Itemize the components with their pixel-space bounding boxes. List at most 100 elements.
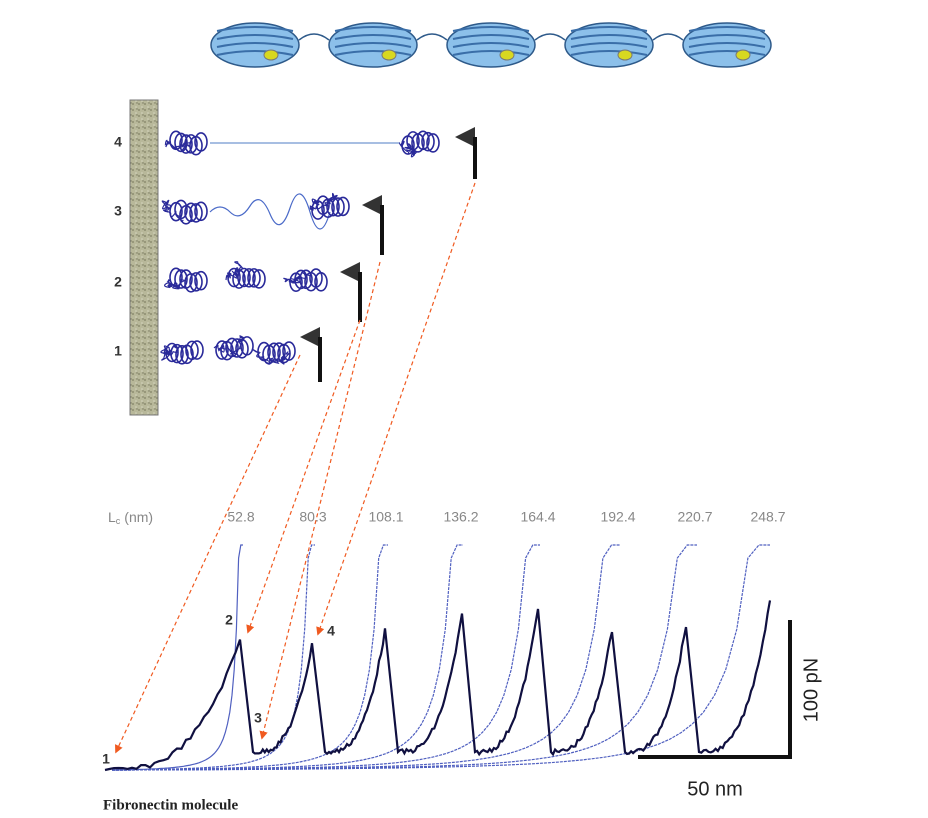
- linker: [416, 33, 448, 41]
- strand: [216, 26, 294, 32]
- lc-value: 192.4: [600, 509, 635, 525]
- module: [272, 342, 286, 362]
- strand: [216, 50, 294, 56]
- module: [184, 273, 198, 293]
- wlc-fit: [112, 544, 463, 771]
- module: [185, 340, 199, 361]
- module-loop: [399, 140, 417, 158]
- wlc-fit: [112, 544, 697, 771]
- module: [174, 132, 188, 153]
- module: [267, 342, 281, 363]
- state-label: 1: [114, 343, 122, 359]
- module: [169, 201, 183, 222]
- wlc-fit: [112, 544, 770, 771]
- module: [331, 197, 345, 217]
- module: [170, 343, 184, 364]
- strand: [334, 34, 412, 40]
- strand: [688, 50, 766, 56]
- module-loop: [164, 139, 192, 152]
- lc-value: 164.4: [520, 509, 555, 525]
- force-scale-label: 100 pN: [800, 658, 822, 723]
- module: [242, 268, 256, 288]
- module-loop: [225, 261, 243, 281]
- module-loop: [163, 279, 185, 290]
- module: [174, 269, 188, 289]
- module: [421, 131, 435, 152]
- wlc-fit: [112, 544, 620, 771]
- module: [252, 269, 266, 289]
- module: [175, 345, 189, 365]
- force-curve: [104, 182, 772, 772]
- module: [194, 270, 208, 291]
- module: [247, 268, 261, 288]
- module-loop: [160, 345, 179, 361]
- strand: [334, 42, 412, 48]
- module-loop: [251, 348, 290, 365]
- module: [225, 337, 239, 358]
- helix: [499, 49, 515, 61]
- module-loop: [283, 272, 310, 284]
- wlc-fit: [112, 544, 540, 771]
- module: [189, 203, 203, 223]
- module: [416, 130, 430, 151]
- module-loop: [161, 199, 184, 223]
- state-label: 4: [114, 134, 122, 150]
- module-loop: [213, 335, 245, 355]
- lc-subscript: c: [116, 516, 121, 526]
- module: [194, 201, 208, 222]
- helix: [381, 49, 397, 61]
- wlc-fit: [112, 544, 243, 771]
- marker-label: 2: [225, 612, 233, 628]
- module: [184, 202, 198, 223]
- strand: [570, 42, 648, 48]
- caption: Fibronectin molecule: [103, 797, 238, 813]
- marker-label: 1: [102, 751, 110, 767]
- correspondence-arrow: [259, 261, 381, 740]
- module: [314, 271, 328, 292]
- state-label: 3: [114, 203, 122, 219]
- module: [426, 133, 440, 153]
- strand: [334, 50, 412, 56]
- module: [321, 198, 335, 219]
- lc-value: 80.3: [299, 509, 326, 525]
- unfolding-states: [160, 127, 477, 382]
- lc-value: 52.8: [227, 509, 254, 525]
- correspondence-arrow: [246, 319, 361, 634]
- lc-value: 136.2: [443, 509, 478, 525]
- strand: [688, 34, 766, 40]
- helix: [263, 49, 279, 61]
- correspondence-arrow: [115, 354, 301, 754]
- contour-lengths: Lc (nm) 52.8 80.3 108.1 136.2 164.4 192.4 220.7…: [108, 509, 786, 527]
- lc-value: 248.7: [750, 509, 785, 525]
- protein-structure: [210, 22, 772, 68]
- cantilever-tip: [362, 195, 382, 215]
- helix: [617, 49, 633, 61]
- lc-value: 108.1: [368, 509, 403, 525]
- wlc-fit: [112, 544, 388, 771]
- strand: [452, 34, 530, 40]
- correspondence-arrow: [316, 182, 476, 636]
- module: [194, 132, 208, 152]
- lc-label: Lc (nm): [108, 509, 153, 527]
- marker-label: 3: [254, 710, 262, 726]
- linker: [652, 33, 684, 41]
- cantilever-tip: [300, 327, 320, 347]
- module: [189, 272, 203, 292]
- state-label: 2: [114, 274, 122, 290]
- lc-unit: (nm): [124, 509, 153, 525]
- module: [237, 267, 251, 288]
- marker-label: 4: [327, 623, 335, 639]
- lc-value: 220.7: [677, 509, 712, 525]
- linker: [534, 33, 566, 41]
- strand: [216, 34, 294, 40]
- module: [336, 196, 350, 217]
- cantilever-tip: [455, 127, 475, 147]
- lc-symbol: L: [108, 509, 116, 525]
- length-scale-label: 50 nm: [687, 778, 743, 800]
- strand: [688, 42, 766, 48]
- strand: [452, 50, 530, 56]
- strand: [570, 34, 648, 40]
- module: [179, 134, 193, 154]
- strand: [452, 42, 530, 48]
